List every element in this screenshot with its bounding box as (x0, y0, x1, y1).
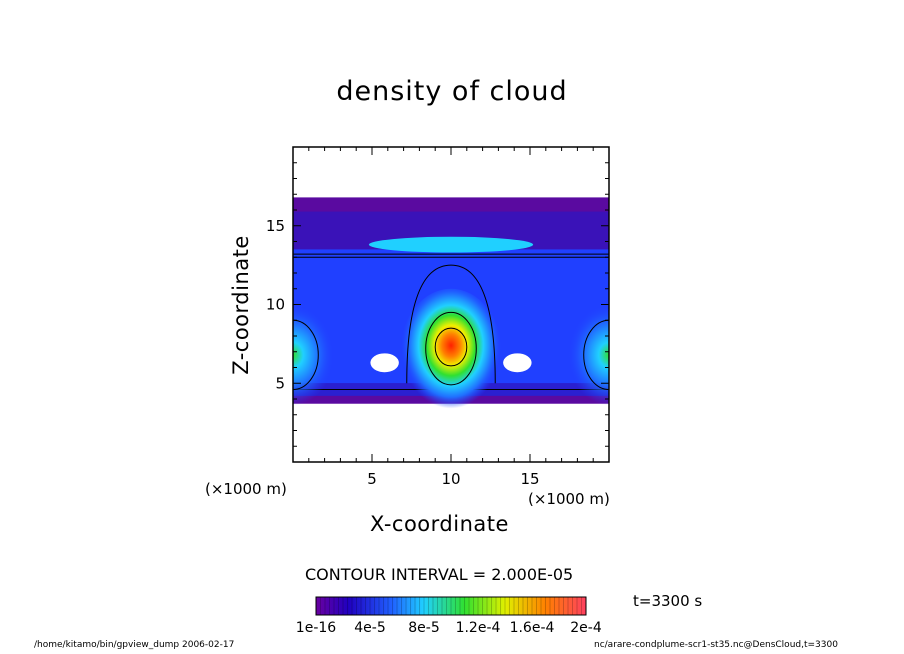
time-label: t=3300 s (633, 592, 703, 610)
upper-band (368, 236, 534, 253)
y-tick-label: 15 (266, 217, 285, 235)
x-tick-label: 15 (520, 470, 539, 488)
central-plume (400, 288, 502, 415)
colorbar-tick-label: 1.2e-4 (456, 620, 501, 636)
colorbar-tick-label: 2e-4 (570, 620, 602, 636)
central-contour-1 (425, 311, 477, 386)
y-tick-label: 5 (275, 374, 285, 392)
x-axis-label: X-coordinate (370, 512, 509, 536)
colorbar-tick-label: 1.6e-4 (510, 620, 555, 636)
colorbar-tick-label: 4e-5 (354, 620, 385, 636)
density-field (293, 197, 609, 415)
x-tick-label: 5 (367, 470, 377, 488)
x-tick-label: 10 (441, 470, 460, 488)
x-axis-unit: (×1000 m) (205, 480, 287, 498)
central-contour-outer (406, 264, 496, 384)
y-tick-label: 10 (266, 296, 285, 314)
y-axis-unit: (×1000 m) (528, 490, 610, 508)
contour-interval-label: CONTOUR INTERVAL = 2.000E-05 (305, 565, 574, 584)
colorbar-tick-label: 1e-16 (296, 620, 336, 636)
left-edge-plume (293, 304, 335, 406)
colorbar-tick-label: 8e-5 (408, 620, 439, 636)
void-patch (503, 353, 532, 373)
chart-title: density of cloud (336, 76, 568, 107)
right-edge-plume (567, 304, 609, 406)
footer-left: /home/kitamo/bin/gpview_dump 2006-02-17 (34, 640, 235, 650)
footer-right: nc/arare-condplume-scr1-st35.nc@DensClou… (594, 640, 838, 650)
colorbar: 1e-16 4e-5 8e-5 1.2e-4 1.6e-4 2e-4 (296, 596, 602, 636)
plot-axes: 5 10 15 5 10 15 (266, 146, 610, 488)
central-contour-2 (434, 327, 468, 367)
void-patch (370, 353, 399, 373)
